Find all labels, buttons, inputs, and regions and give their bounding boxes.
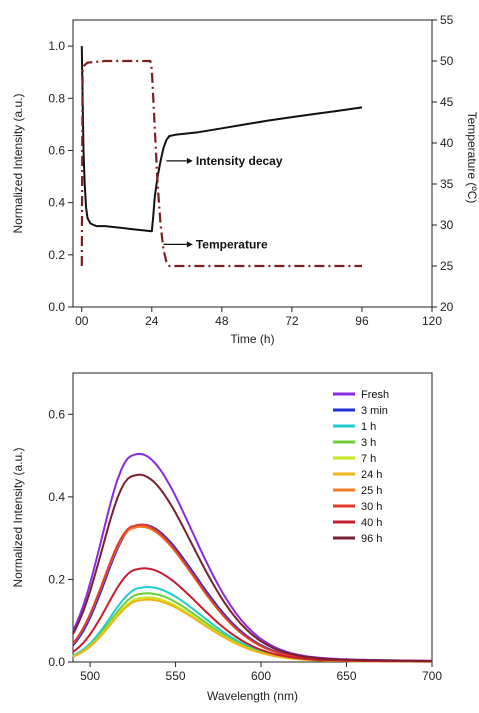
legend-label: 96 h	[361, 533, 382, 545]
top-x-axis-label: Time (h)	[230, 332, 274, 346]
top-y-tick-label: 0.4	[48, 196, 65, 210]
top-chart: 00 24 48 72 96 120 0.0 0.2 0.4 0.6 0.8 1.0 20 25 30 35 4…	[11, 13, 479, 346]
legend-label: Fresh	[361, 389, 389, 401]
top-y-tick-label: 1.0	[48, 39, 65, 53]
top-y2-tick-label: 35	[440, 177, 454, 191]
top-plot-frame	[72, 19, 433, 308]
top-y2-tick-label: 50	[440, 54, 454, 68]
bottom-x-tick-label: 550	[166, 669, 186, 683]
top-y-tick-label: 0.6	[48, 143, 65, 157]
bottom-y-tick-label: 0.4	[48, 490, 65, 504]
bottom-y-tick-label: 0.6	[48, 407, 65, 421]
legend-label: 40 h	[361, 517, 382, 529]
top-x-tick-label: 48	[215, 314, 229, 328]
legend-label: 24 h	[361, 469, 382, 481]
bottom-x-tick-label: 650	[337, 669, 357, 683]
legend-label: 3 h	[361, 437, 376, 449]
legend-label: 1 h	[361, 421, 376, 433]
top-y-axis-label: Normalized Intensity (a.u.)	[11, 93, 25, 233]
top-x-tick-label: 72	[285, 314, 299, 328]
top-y2-axis-label: Temperature (ºC)	[465, 112, 479, 204]
bottom-chart: 500 550 600 650 700 0.0 0.2 0.4 0.6 Wavelength (n…	[11, 372, 442, 703]
legend-label: 7 h	[361, 453, 376, 465]
spectrum-30-h	[72, 523, 432, 663]
top-x-tick-label: 120	[422, 314, 442, 328]
legend-label: 30 h	[361, 501, 382, 513]
top-y2-tick-label: 30	[440, 218, 454, 232]
bottom-plot-frame	[72, 372, 433, 663]
top-x-tick-label: 96	[355, 314, 369, 328]
legend-label: 3 min	[361, 405, 388, 417]
annotation-arrowhead-intensity	[186, 157, 193, 164]
legend-label: 25 h	[361, 485, 382, 497]
top-y2-tick-label: 25	[440, 259, 454, 273]
bottom-x-axis-label: Wavelength (nm)	[207, 689, 298, 703]
bottom-y-axis-label: Normalized Intensity (a.u.)	[11, 447, 25, 587]
annotation-temperature: Temperature	[196, 237, 268, 251]
top-y2-tick-label: 55	[440, 13, 454, 27]
bottom-y-tick-label: 0.2	[48, 572, 65, 586]
spectrum-96-h	[72, 473, 432, 662]
annotation-arrowhead-temperature	[186, 241, 193, 248]
series-line-temperature	[80, 59, 362, 268]
bottom-x-tick-label: 700	[422, 669, 442, 683]
bottom-x-tick-label: 600	[251, 669, 271, 683]
top-y-tick-label: 0.8	[48, 91, 65, 105]
series-line-intensity-decay	[80, 46, 363, 233]
top-y-tick-label: 0.0	[48, 300, 65, 314]
top-y2-tick-label: 45	[440, 95, 454, 109]
bottom-x-tick-label: 500	[80, 669, 100, 683]
top-y2-tick-label: 20	[440, 300, 454, 314]
bottom-y-tick-label: 0.0	[48, 655, 65, 669]
annotation-intensity-decay: Intensity decay	[196, 154, 283, 168]
top-y-tick-label: 0.2	[48, 248, 65, 262]
top-y2-tick-label: 40	[440, 136, 454, 150]
top-x-tick-label: 24	[145, 314, 159, 328]
top-x-tick-label: 00	[75, 314, 89, 328]
